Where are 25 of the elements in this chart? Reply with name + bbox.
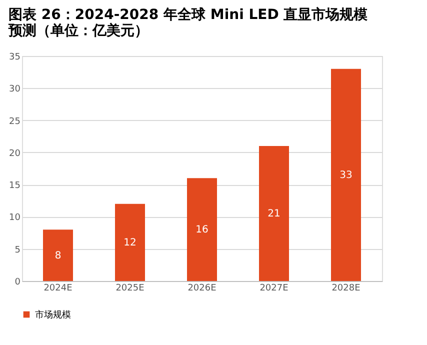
chart-title: 图表 26：2024-2028 年全球 Mini LED 直显市场规模预测（单位：亿美元）	[8, 6, 369, 39]
data-label: 12	[124, 237, 136, 248]
y-tick-label: 25	[9, 116, 20, 127]
y-tick-label: 20	[9, 148, 21, 159]
data-label: 21	[268, 208, 280, 220]
x-tick-label: 2028E	[332, 284, 361, 294]
x-tick-label: 2025E	[116, 284, 145, 294]
y-tick-label: 30	[9, 84, 21, 95]
x-tick-label: 2027E	[260, 284, 289, 294]
y-tick-label: 35	[9, 52, 20, 62]
x-tick-label: 2026E	[188, 284, 217, 294]
data-label: 33	[340, 170, 352, 181]
bar	[115, 204, 145, 281]
bar	[259, 146, 289, 281]
bar	[43, 230, 73, 281]
y-tick-label: 0	[14, 278, 21, 288]
y-tick-label: 15	[9, 181, 20, 192]
y-tick-label: 5	[14, 245, 20, 256]
bar	[187, 178, 217, 281]
legend-label: 市场规模	[35, 310, 71, 320]
bar	[331, 68, 361, 281]
data-label: 16	[196, 224, 208, 236]
x-tick-label: 2024E	[44, 284, 73, 294]
data-label: 8	[54, 250, 62, 262]
y-tick-label: 10	[9, 213, 21, 224]
